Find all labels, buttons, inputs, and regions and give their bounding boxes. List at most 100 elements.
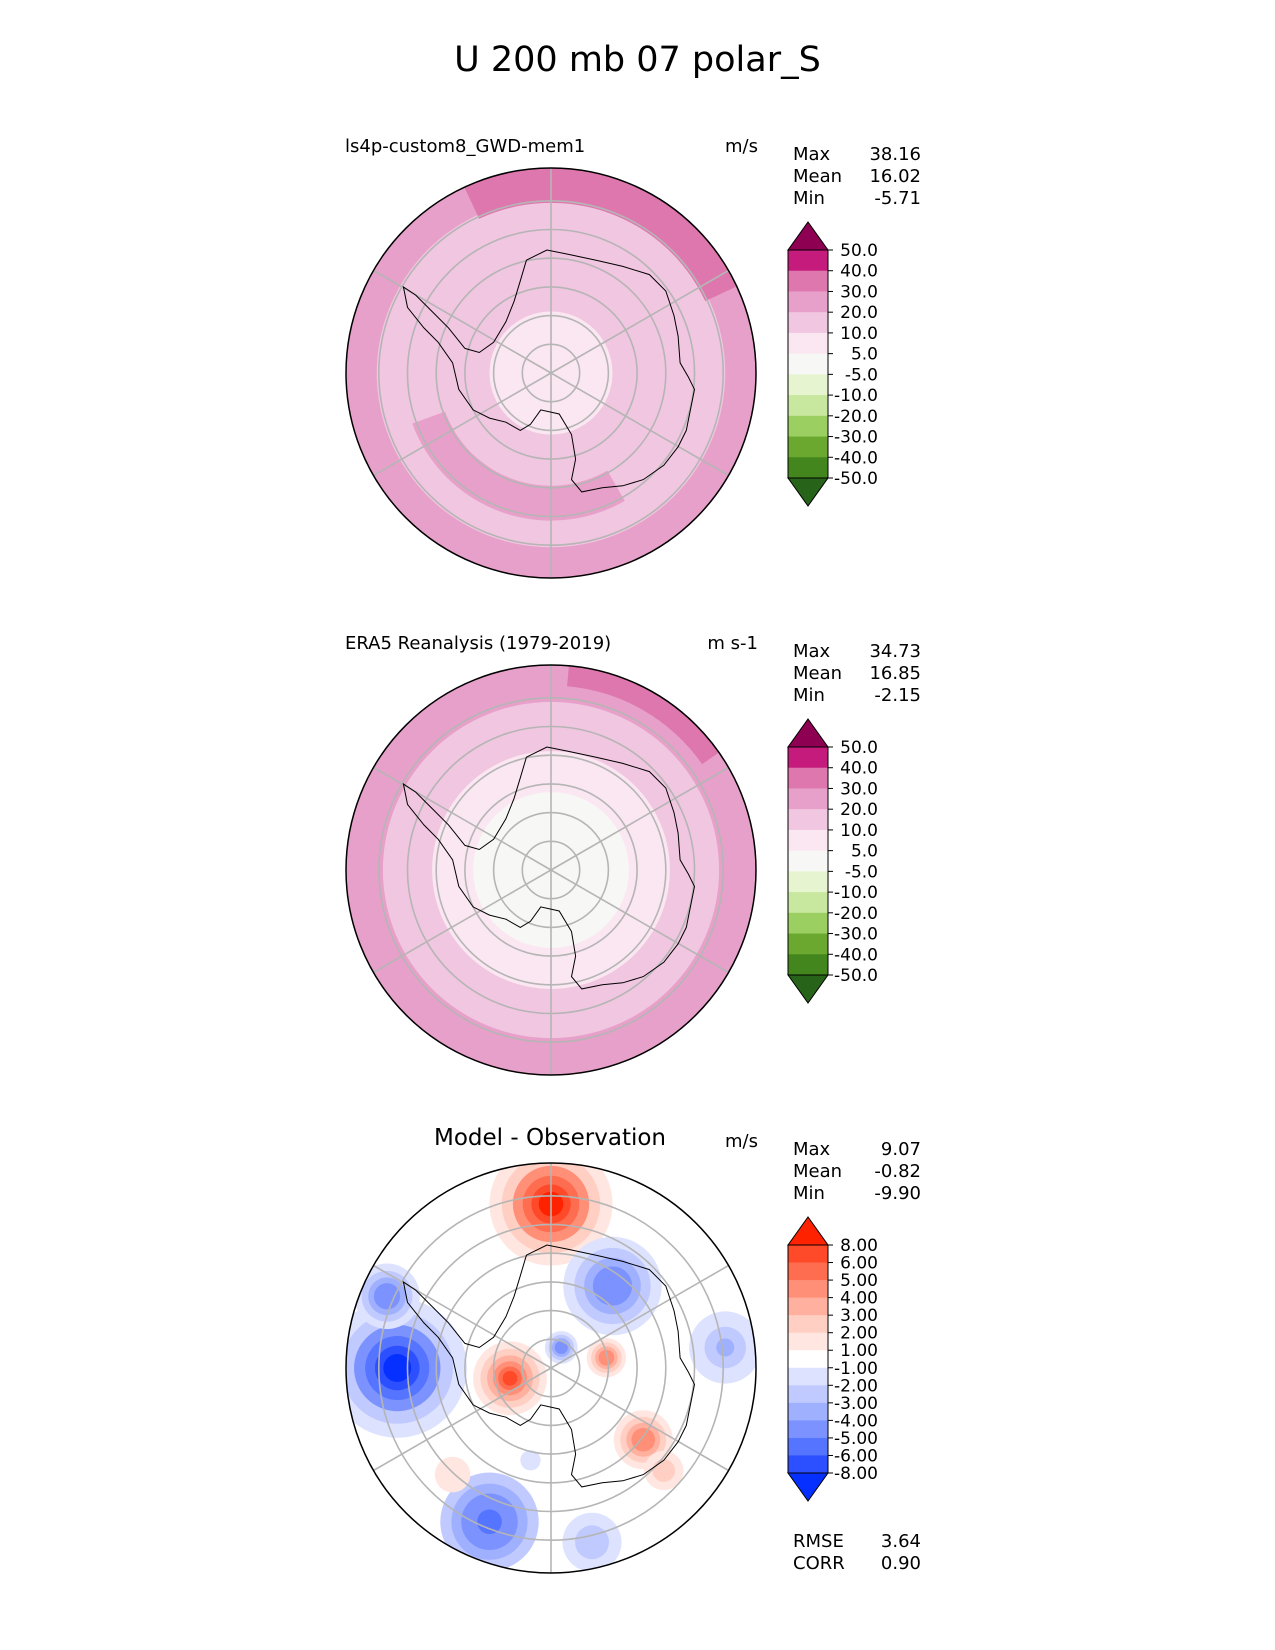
stat-mean: Mean -0.82	[793, 1161, 921, 1183]
colorbar-segment	[788, 312, 828, 334]
colorbar-tick-label: 20.0	[840, 800, 878, 820]
colorbar-extend-bottom	[787, 477, 829, 507]
stat-label: Min	[793, 188, 825, 209]
colorbar-segment	[788, 954, 828, 976]
colorbar-tick-label: -20.0	[834, 904, 878, 924]
colorbar-segment	[788, 1455, 828, 1474]
stat-value: 38.16	[869, 144, 921, 165]
jet-region	[567, 665, 728, 765]
colorbar-tick-label: -30.0	[834, 925, 878, 945]
colorbar-tick-label: -8.00	[834, 1464, 878, 1484]
colorbar-segment	[788, 1420, 828, 1439]
colorbar-extend-top	[787, 221, 829, 251]
stats-box: Max 38.16 Mean 16.02 Min -5.71	[793, 144, 921, 210]
colorbar-segment	[788, 1385, 828, 1404]
anomaly-contour	[378, 1288, 396, 1305]
colorbar-tick-label: 50.0	[840, 738, 878, 758]
meridian-line	[550, 869, 729, 974]
jet-region	[460, 168, 747, 302]
colorbar-segment	[788, 1350, 828, 1369]
panel-model: ls4p-custom8_GWD-mem1 m/s Max 38.16 Mean 1…	[0, 130, 1275, 580]
stat-label: Mean	[793, 663, 843, 684]
colorbar-segment	[788, 809, 828, 831]
colorbar-tick-label: -50.0	[834, 469, 878, 489]
colorbar-segment	[788, 457, 828, 479]
colorbar-tick-label: -30.0	[834, 428, 878, 448]
colorbar-tick-label: 10.0	[840, 821, 878, 841]
stat-value: 0.90	[880, 1553, 921, 1574]
colorbar-model: 50.040.030.020.010.05.0-5.0-10.0-20.0-30…	[787, 221, 878, 507]
stat-value: 3.64	[880, 1531, 921, 1552]
stat-value: -0.82	[874, 1161, 921, 1182]
stat-value: 34.73	[869, 641, 921, 662]
colorbar-tick-label: -20.0	[834, 407, 878, 427]
colorbar-tick-label: 30.0	[840, 779, 878, 799]
meridian-line	[550, 766, 729, 871]
colorbar-tick-label: 1.00	[840, 1341, 878, 1361]
colorbar-extend-top	[787, 1216, 829, 1246]
colorbar-segment	[788, 1402, 828, 1421]
stat-label: RMSE	[793, 1531, 844, 1552]
colorbar-segment	[788, 1280, 828, 1299]
colorbar-segment	[788, 933, 828, 955]
meridian-line	[550, 1367, 729, 1472]
anomaly-contour	[477, 1509, 502, 1535]
figure-title: U 200 mb 07 polar_S	[454, 40, 821, 80]
polar-map-model	[345, 167, 757, 579]
colorbar-segment	[788, 767, 828, 789]
colorbar-segment	[788, 1367, 828, 1386]
colorbar-tick-label: -1.00	[834, 1359, 878, 1379]
colorbar-tick-label: 40.0	[840, 759, 878, 779]
anomaly-contour	[658, 1465, 669, 1476]
colorbar-segment	[788, 1297, 828, 1316]
jet-region	[412, 411, 625, 521]
stat-value: 9.07	[880, 1139, 921, 1160]
colorbar-segment	[788, 250, 828, 272]
antarctica-coastline	[402, 1244, 696, 1488]
colorbar-tick-label: 50.0	[840, 241, 878, 261]
stat-value: -2.15	[874, 685, 921, 706]
anomaly-contour	[527, 1456, 534, 1464]
colorbar-outline	[787, 1244, 829, 1474]
colorbar-tick-label: -40.0	[834, 448, 878, 468]
antarctica-coastline	[402, 249, 696, 493]
meridian-line	[373, 869, 552, 974]
stat-max: Max 9.07	[793, 1139, 921, 1161]
stat-min: Min -5.71	[793, 188, 921, 210]
colorbar-tick-label: 20.0	[840, 303, 878, 323]
anomaly-contour	[584, 1534, 600, 1550]
stat-value: 16.02	[869, 166, 921, 187]
anomaly-contour	[600, 1273, 625, 1299]
colorbar-tick-label: -4.00	[834, 1411, 878, 1431]
panel-obs: ERA5 Reanalysis (1979-2019) m s-1 Max 34.…	[0, 627, 1275, 1077]
colorbar-tick-label: -3.00	[834, 1394, 878, 1414]
map-boundary	[345, 664, 757, 1076]
stat-value: -9.90	[874, 1183, 921, 1204]
colorbar-extend-top	[787, 718, 829, 748]
colorbar-tick-label: 4.00	[840, 1289, 878, 1309]
colorbar-segment	[788, 332, 828, 355]
colorbar-segment	[788, 1315, 828, 1334]
stats-box: Max 34.73 Mean 16.85 Min -2.15	[793, 641, 921, 707]
stat-corr: CORR 0.90	[793, 1553, 921, 1575]
colorbar-tick-label: -10.0	[834, 386, 878, 406]
colorbar-obs: 50.040.030.020.010.05.0-5.0-10.0-20.0-30…	[787, 718, 878, 1004]
colorbar-segment	[788, 829, 828, 852]
colorbar-tick-label: -2.00	[834, 1376, 878, 1396]
antarctica-coastline	[402, 746, 696, 990]
units-label: m/s	[725, 136, 758, 157]
colorbar-outline	[787, 249, 829, 479]
stat-label: Max	[793, 641, 831, 662]
stat-min: Min -9.90	[793, 1183, 921, 1205]
colorbar-segment	[788, 747, 828, 769]
stat-label: Max	[793, 144, 831, 165]
graticule	[373, 1163, 729, 1573]
colorbar-extend-bottom	[787, 974, 829, 1004]
panel-title: Model - Observation	[433, 1125, 667, 1151]
colorbar-segment	[788, 1437, 828, 1456]
stat-min: Min -2.15	[793, 685, 921, 707]
field-layer	[346, 1163, 756, 1573]
colorbar-tick-label: 3.00	[840, 1306, 878, 1326]
colorbar-segment	[788, 912, 828, 935]
colorbar-segment	[788, 436, 828, 458]
